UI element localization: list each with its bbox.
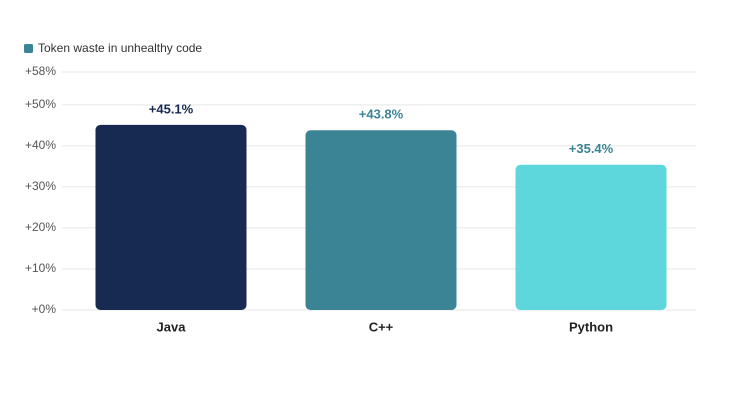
y-tick-label: +10%	[25, 261, 56, 275]
value-label: +43.8%	[359, 107, 404, 122]
bar	[515, 164, 667, 310]
x-tick-label: C++	[369, 319, 394, 334]
y-tick-label: +0%	[32, 302, 57, 316]
y-tick-label: +20%	[25, 220, 56, 234]
legend-swatch	[24, 44, 33, 53]
y-tick-label: +30%	[25, 179, 56, 193]
y-tick-label: +40%	[25, 138, 56, 152]
x-tick-label: Python	[569, 319, 613, 334]
bar	[95, 124, 247, 311]
y-tick-label: +50%	[25, 97, 56, 111]
y-tick-label: +58%	[25, 64, 56, 78]
value-label: +45.1%	[149, 101, 194, 116]
bar	[305, 130, 457, 310]
value-label: +35.4%	[569, 141, 614, 156]
legend-label: Token waste in unhealthy code	[38, 41, 202, 55]
x-tick-label: Java	[157, 319, 187, 334]
